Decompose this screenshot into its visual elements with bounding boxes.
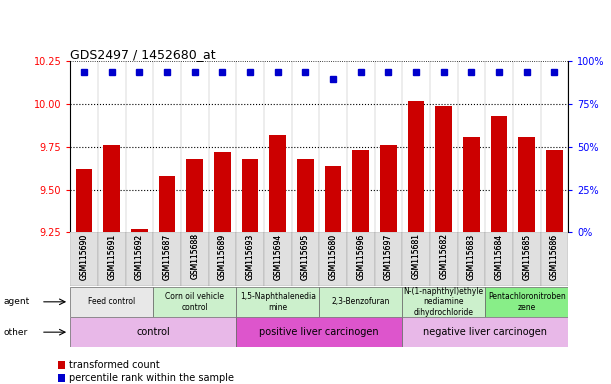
Bar <box>214 152 231 232</box>
Bar <box>269 135 286 232</box>
Text: N-(1-naphthyl)ethyle
nediamine
dihydrochloride: N-(1-naphthyl)ethyle nediamine dihydroch… <box>404 287 484 317</box>
Text: 2,3-Benzofuran: 2,3-Benzofuran <box>332 297 390 306</box>
Bar <box>353 150 369 232</box>
Text: GSM115689: GSM115689 <box>218 233 227 280</box>
Text: GSM115684: GSM115684 <box>494 233 503 280</box>
Bar <box>58 361 65 369</box>
Bar <box>70 232 98 286</box>
Text: GSM115685: GSM115685 <box>522 233 531 280</box>
Text: negative liver carcinogen: negative liver carcinogen <box>423 327 547 337</box>
Text: GSM115695: GSM115695 <box>301 233 310 280</box>
Bar <box>76 169 92 232</box>
Bar <box>375 232 402 286</box>
Text: GSM115690: GSM115690 <box>79 233 89 280</box>
Text: GSM115689: GSM115689 <box>218 233 227 280</box>
Bar <box>236 317 402 347</box>
Text: control: control <box>136 327 170 337</box>
Text: Pentachloronitroben
zene: Pentachloronitroben zene <box>488 292 566 311</box>
Bar <box>236 232 264 286</box>
Bar <box>402 287 485 317</box>
Bar <box>491 116 507 232</box>
Bar <box>408 101 425 232</box>
Bar <box>436 106 452 232</box>
Text: GSM115681: GSM115681 <box>412 233 420 280</box>
Text: GSM115692: GSM115692 <box>135 233 144 280</box>
Bar <box>541 232 568 286</box>
Bar <box>181 232 208 286</box>
Text: other: other <box>3 328 27 337</box>
Bar <box>297 159 313 232</box>
Text: GSM115683: GSM115683 <box>467 233 476 280</box>
Bar <box>98 232 126 286</box>
Bar <box>320 232 347 286</box>
Bar <box>325 166 342 232</box>
Bar <box>70 287 153 317</box>
Text: GSM115680: GSM115680 <box>329 233 338 280</box>
Text: transformed count: transformed count <box>69 360 160 370</box>
Text: GSM115694: GSM115694 <box>273 233 282 280</box>
Text: GSM115687: GSM115687 <box>163 233 172 280</box>
Text: GSM115697: GSM115697 <box>384 233 393 280</box>
Bar <box>264 232 291 286</box>
Text: GSM115691: GSM115691 <box>108 233 116 280</box>
Bar <box>242 159 258 232</box>
Text: GSM115696: GSM115696 <box>356 233 365 280</box>
Text: GSM115684: GSM115684 <box>494 233 503 280</box>
Text: percentile rank within the sample: percentile rank within the sample <box>69 373 234 383</box>
Bar <box>291 232 320 286</box>
Text: GSM115680: GSM115680 <box>329 233 338 280</box>
Text: Corn oil vehicle
control: Corn oil vehicle control <box>165 292 224 311</box>
Text: GSM115693: GSM115693 <box>246 233 255 280</box>
Text: 1,5-Naphthalenedia
mine: 1,5-Naphthalenedia mine <box>240 292 316 311</box>
Text: GSM115695: GSM115695 <box>301 233 310 280</box>
Bar <box>153 287 236 317</box>
Bar <box>485 232 513 286</box>
Text: Feed control: Feed control <box>88 297 136 306</box>
Text: GSM115683: GSM115683 <box>467 233 476 280</box>
Bar <box>103 145 120 232</box>
Text: GSM115692: GSM115692 <box>135 233 144 280</box>
Bar <box>186 159 203 232</box>
Bar <box>485 287 568 317</box>
Text: GDS2497 / 1452680_at: GDS2497 / 1452680_at <box>70 48 216 61</box>
Bar <box>546 150 563 232</box>
Text: GSM115682: GSM115682 <box>439 233 448 280</box>
Text: GSM115687: GSM115687 <box>163 233 172 280</box>
Bar <box>463 137 480 232</box>
Text: GSM115697: GSM115697 <box>384 233 393 280</box>
Bar <box>380 145 397 232</box>
Text: GSM115682: GSM115682 <box>439 233 448 280</box>
Text: GSM115693: GSM115693 <box>246 233 255 280</box>
Bar <box>236 287 320 317</box>
Bar <box>159 176 175 232</box>
Bar <box>320 287 402 317</box>
Bar <box>208 232 236 286</box>
Text: GSM115681: GSM115681 <box>412 233 420 280</box>
Text: GSM115691: GSM115691 <box>108 233 116 280</box>
Text: GSM115688: GSM115688 <box>190 233 199 280</box>
Text: GSM115685: GSM115685 <box>522 233 531 280</box>
Text: agent: agent <box>3 297 29 306</box>
Bar <box>131 229 148 232</box>
Text: GSM115696: GSM115696 <box>356 233 365 280</box>
Text: GSM115688: GSM115688 <box>190 233 199 280</box>
Bar <box>58 374 65 382</box>
Bar <box>126 232 153 286</box>
Bar <box>402 317 568 347</box>
Bar <box>402 232 430 286</box>
Text: GSM115694: GSM115694 <box>273 233 282 280</box>
Text: GSM115690: GSM115690 <box>79 233 89 280</box>
Bar <box>347 232 375 286</box>
Text: GSM115686: GSM115686 <box>550 233 559 280</box>
Text: GSM115686: GSM115686 <box>550 233 559 280</box>
Bar <box>518 137 535 232</box>
Text: positive liver carcinogen: positive liver carcinogen <box>260 327 379 337</box>
Bar <box>430 232 458 286</box>
Bar <box>70 317 236 347</box>
Bar <box>513 232 541 286</box>
Bar <box>153 232 181 286</box>
Bar <box>458 232 485 286</box>
